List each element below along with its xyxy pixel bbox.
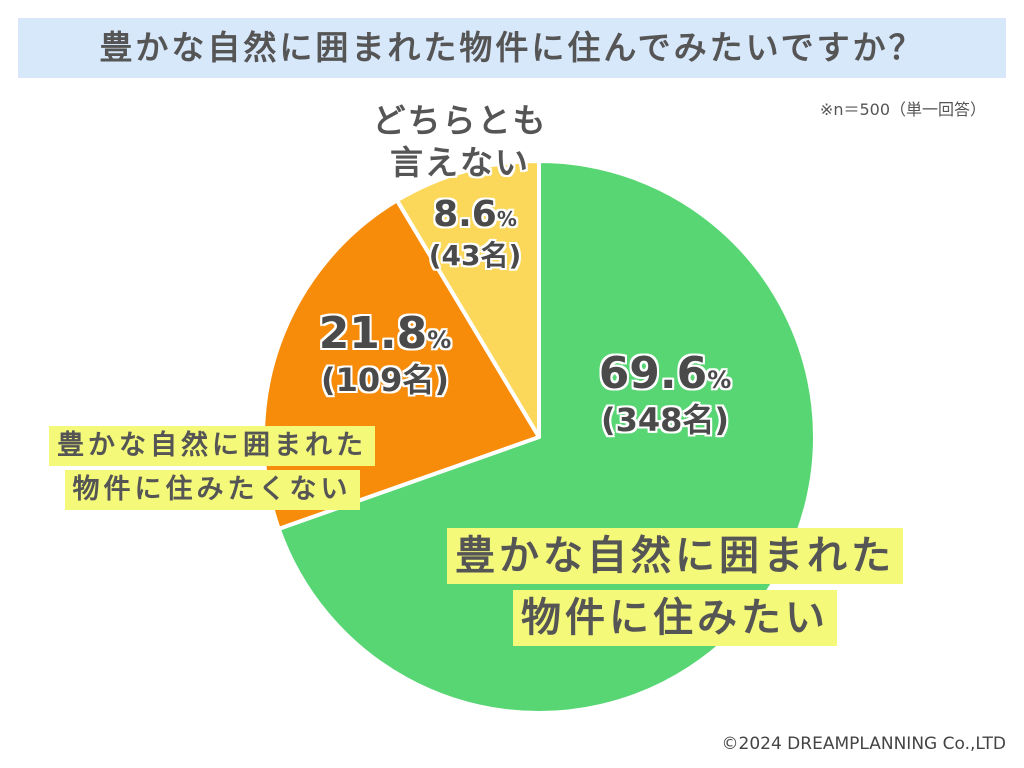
slice-2-pct: 8.6% (433, 194, 517, 235)
copyright: ©2024 DREAMPLANNING Co.,LTD (721, 734, 1006, 754)
category-label-neutral: どちらとも 言えない (350, 100, 570, 184)
slice-0-count: (348名) (600, 401, 730, 439)
category-label-no: 豊かな自然に囲まれた 物件に住みたくない (22, 426, 402, 510)
slice-2-count: (43名) (428, 239, 522, 272)
slice-annotation-2: 8.6% (43名) (410, 196, 540, 271)
slice-1-pct: 21.8% (318, 308, 452, 359)
slice-annotation-0: 69.6% (348名) (580, 348, 750, 439)
category-label-yes-line1: 豊かな自然に囲まれた (447, 528, 903, 584)
category-label-neutral-line2: 言えない (390, 143, 530, 182)
slice-1-count: (109名) (320, 361, 450, 399)
slice-0-pct: 69.6% (598, 348, 732, 399)
category-label-neutral-line1: どちらとも (372, 101, 548, 140)
pie-slice-neutral (395, 159, 541, 439)
category-label-no-line2: 物件に住みたくない (64, 470, 360, 510)
category-label-yes: 豊かな自然に囲まれた 物件に住みたい (420, 528, 930, 646)
chart-title: 豊かな自然に囲まれた物件に住んでみたいですか？ (99, 28, 925, 67)
category-label-yes-line2: 物件に住みたい (513, 590, 837, 646)
title-bar: 豊かな自然に囲まれた物件に住んでみたいですか？ (18, 18, 1006, 78)
sample-note: ※n＝500（単一回答） (819, 100, 986, 119)
category-label-no-line1: 豊かな自然に囲まれた (49, 426, 375, 466)
slice-annotation-1: 21.8% (109名) (305, 308, 465, 399)
